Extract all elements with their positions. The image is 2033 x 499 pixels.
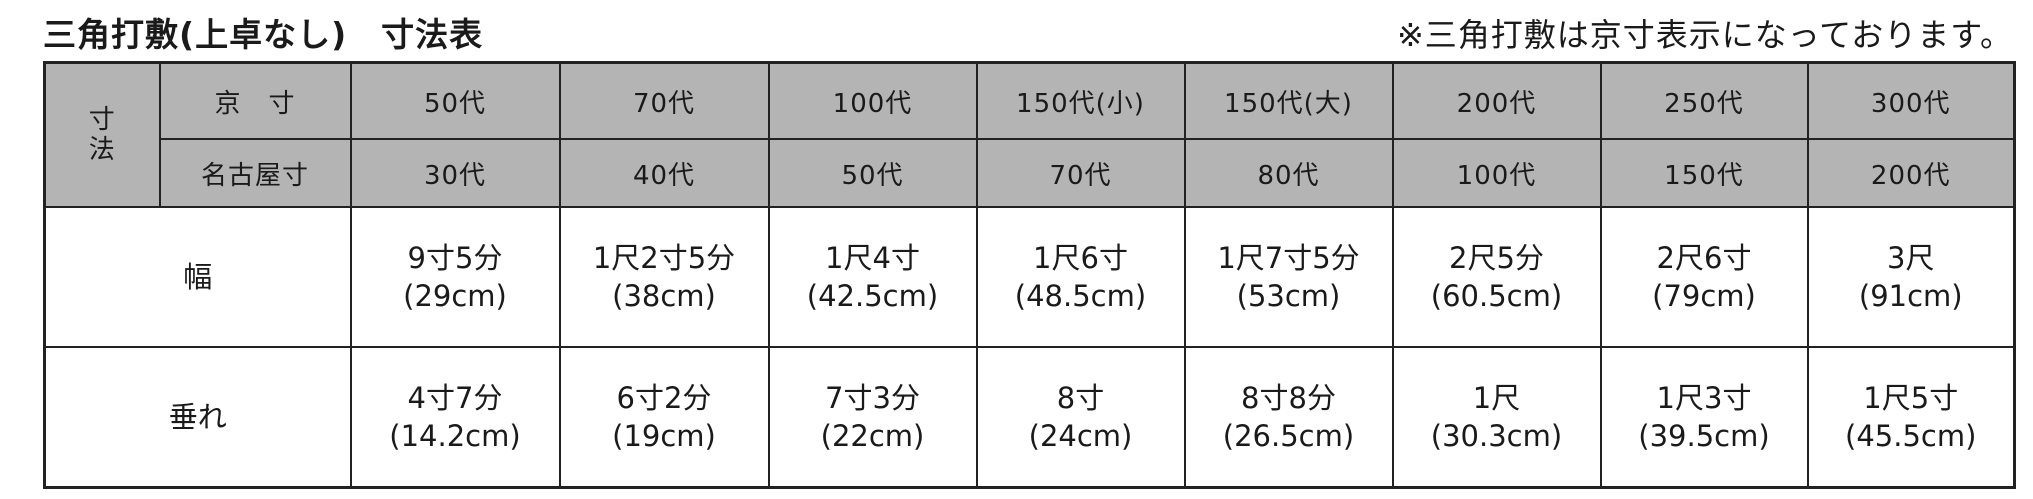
cm-value: (24cm) — [1028, 419, 1133, 453]
table-row: 垂れ 4寸7分 (14.2cm) 6寸2分 (19cm) 7寸3分 (22cm) 8寸 (24c… — [43, 346, 2016, 489]
table-row: 幅 9寸5分 (29cm) 1尺2寸5分 (38cm) 1尺4寸 (42.5cm) 1尺6寸 (… — [43, 206, 2016, 348]
size-value: 1尺2寸5分 — [592, 241, 736, 275]
size-value: 4寸7分 — [407, 381, 503, 415]
cm-value: (45.5cm) — [1845, 419, 1977, 453]
size-value: 1尺6寸 — [1033, 241, 1128, 275]
header-row-label: 京 寸 — [158, 61, 352, 140]
header-row: 寸法京 寸 50代 70代 100代 150代(小) 150代(大) 200代 250代 300… — [43, 61, 2016, 208]
cm-value: (48.5cm) — [1014, 279, 1147, 313]
header-cell: 300代 — [1806, 61, 2016, 140]
header-cell: 150代 — [1599, 138, 1809, 208]
header-cell: 50代 — [767, 138, 978, 208]
cm-value: (79cm) — [1652, 279, 1756, 313]
cm-value: (39.5cm) — [1638, 419, 1770, 453]
cm-value: (14.2cm) — [389, 419, 521, 453]
table-cell: 3尺 (91cm) — [1806, 206, 2016, 348]
note-text: ※三角打敷は京寸表示になっております。 — [1396, 16, 2013, 54]
table-cell: 1尺 (30.3cm) — [1391, 346, 1602, 489]
row-label: 幅 — [43, 206, 352, 348]
table-cell: 6寸2分 (19cm) — [558, 346, 770, 489]
header-cell: 150代(小) — [975, 61, 1186, 140]
size-value: 8寸 — [1056, 381, 1105, 415]
size-value: 1尺3寸 — [1656, 381, 1752, 415]
table-cell: 4寸7分 (14.2cm) — [349, 346, 561, 489]
corner-label-char: 寸 — [88, 105, 116, 135]
header-cell: 250代 — [1599, 61, 1809, 140]
cm-value: (53cm) — [1236, 279, 1341, 313]
table-cell: 1尺3寸 (39.5cm) — [1599, 346, 1809, 489]
table-cell: 1尺5寸 (45.5cm) — [1806, 346, 2016, 489]
size-value: 1尺4寸 — [825, 241, 920, 275]
corner-label-char: 法 — [88, 135, 116, 165]
table-cell: 8寸 (24cm) — [975, 346, 1186, 489]
size-value: 8寸8分 — [1241, 381, 1336, 415]
size-value: 1尺7寸5分 — [1217, 241, 1360, 275]
cm-value: (29cm) — [403, 279, 507, 313]
corner-label: 寸法 — [43, 61, 161, 208]
header-row-label: 名古屋寸 — [158, 138, 352, 208]
size-value: 6寸2分 — [616, 381, 712, 415]
size-value: 3尺 — [1887, 241, 1935, 275]
table-cell: 9寸5分 (29cm) — [349, 206, 561, 348]
page-title: 三角打敷(上卓なし) 寸法表 — [43, 15, 484, 54]
header-cell: 80代 — [1183, 138, 1394, 208]
cm-value: (30.3cm) — [1430, 419, 1563, 453]
table-cell: 1尺2寸5分 (38cm) — [558, 206, 770, 348]
header-cell: 70代 — [558, 61, 770, 140]
size-value: 2尺5分 — [1449, 241, 1544, 275]
header-cell: 100代 — [767, 61, 978, 140]
cm-value: (60.5cm) — [1430, 279, 1563, 313]
header-cell: 50代 — [349, 61, 561, 140]
cm-value: (19cm) — [612, 419, 716, 453]
table-cell: 7寸3分 (22cm) — [767, 346, 978, 489]
header-row: 名古屋寸 30代 40代 50代 70代 80代 100代 150代 200代 — [45, 138, 2016, 208]
size-value: 1尺5寸 — [1863, 381, 1959, 415]
header-cell: 30代 — [349, 138, 561, 208]
size-table: 寸法京 寸 50代 70代 100代 150代(小) 150代(大) 200代 250代 300… — [43, 61, 2016, 489]
table-cell: 1尺4寸 (42.5cm) — [767, 206, 978, 348]
table-cell: 1尺7寸5分 (53cm) — [1183, 206, 1394, 348]
table-cell: 1尺6寸 (48.5cm) — [975, 206, 1186, 348]
table-cell: 8寸8分 (26.5cm) — [1183, 346, 1394, 489]
size-value: 7寸3分 — [825, 381, 920, 415]
cm-value: (42.5cm) — [806, 279, 939, 313]
header-cell: 40代 — [558, 138, 770, 208]
header-cell: 100代 — [1391, 138, 1602, 208]
size-value: 2尺6寸 — [1656, 241, 1752, 275]
header-cell: 200代 — [1806, 138, 2016, 208]
cm-value: (26.5cm) — [1222, 419, 1355, 453]
table-cell: 2尺6寸 (79cm) — [1599, 206, 1809, 348]
size-value: 1尺 — [1472, 381, 1521, 415]
cm-value: (91cm) — [1858, 279, 1963, 313]
cm-value: (22cm) — [820, 419, 925, 453]
header-cell: 70代 — [975, 138, 1186, 208]
header-cell: 150代(大) — [1183, 61, 1394, 140]
header-cell: 200代 — [1391, 61, 1602, 140]
table-cell: 2尺5分 (60.5cm) — [1391, 206, 1602, 348]
cm-value: (38cm) — [612, 279, 716, 313]
row-label: 垂れ — [43, 346, 352, 489]
size-value: 9寸5分 — [407, 241, 503, 275]
